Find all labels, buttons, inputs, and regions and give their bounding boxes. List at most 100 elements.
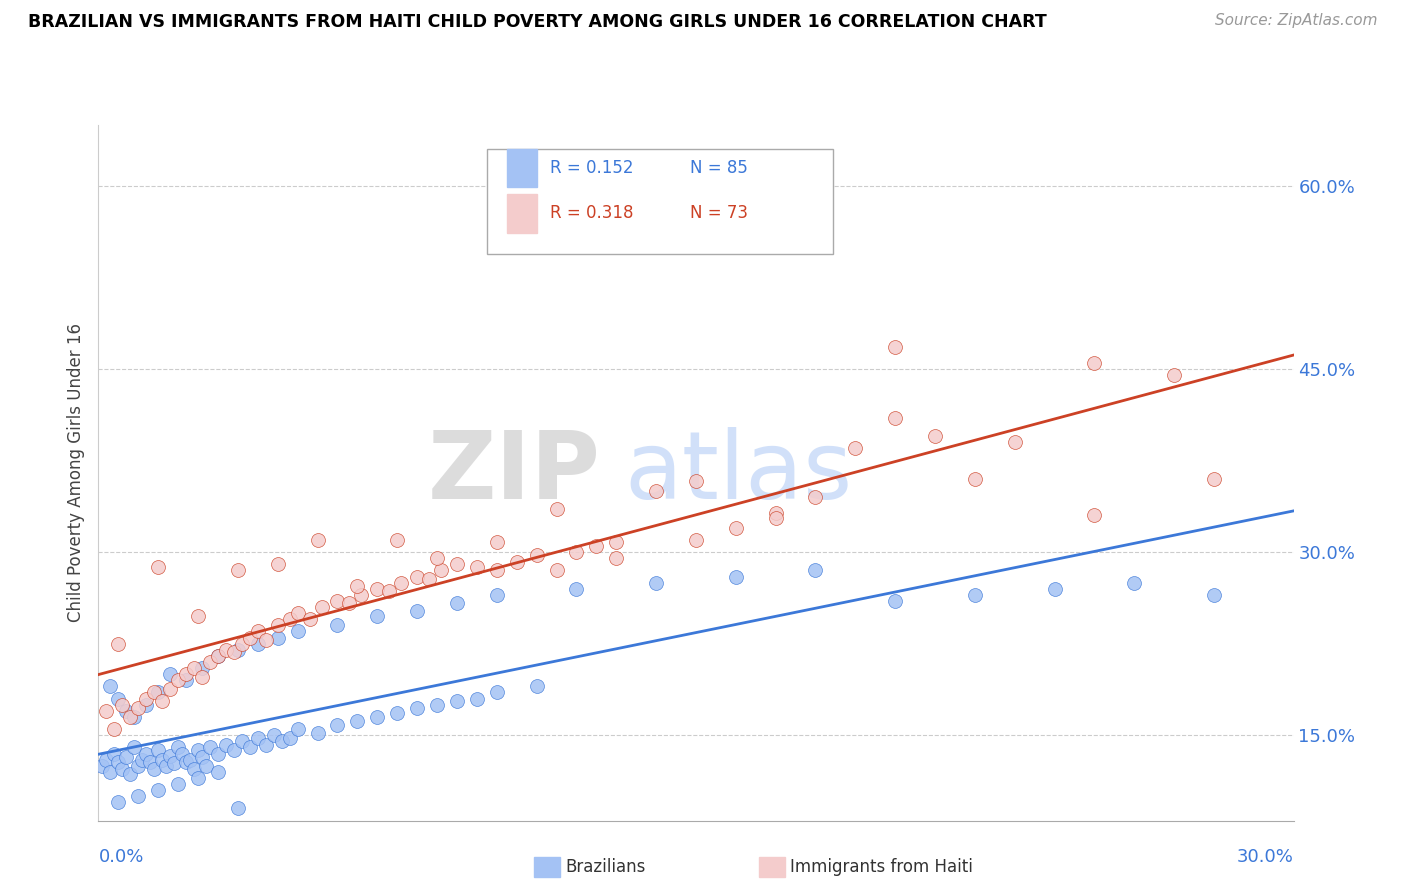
Point (143, 685, 166, 699)
Text: atlas: atlas (624, 426, 852, 519)
Point (406, 569, 429, 583)
Point (366, 710, 388, 724)
Point (963, 588, 986, 602)
Text: N = 85: N = 85 (690, 159, 748, 177)
Point (148, 559, 170, 574)
Point (465, 691, 488, 706)
Point (465, 559, 488, 574)
Point (298, 612, 321, 626)
Point (278, 731, 301, 745)
Point (254, 632, 277, 647)
Point (406, 604, 429, 618)
Y-axis label: Child Poverty Among Girls Under 16: Child Poverty Among Girls Under 16 (66, 323, 84, 623)
Point (765, 511, 787, 525)
Point (194, 758, 218, 772)
Point (246, 624, 269, 639)
Point (207, 648, 229, 663)
Point (183, 763, 205, 777)
Text: 30.0%: 30.0% (1237, 848, 1294, 866)
Point (645, 575, 668, 590)
Point (107, 691, 129, 706)
Point (183, 661, 205, 675)
Point (222, 645, 245, 659)
Point (115, 704, 138, 718)
Point (366, 608, 388, 623)
Point (267, 631, 290, 645)
Point (526, 679, 548, 693)
Point (446, 558, 468, 572)
Point (159, 667, 181, 681)
Point (127, 701, 149, 715)
Point (485, 588, 508, 602)
Point (131, 753, 153, 767)
Text: Source: ZipAtlas.com: Source: ZipAtlas.com (1215, 13, 1378, 29)
Point (239, 631, 262, 645)
Point (239, 740, 262, 755)
Point (174, 673, 197, 688)
Point (135, 698, 157, 712)
Point (326, 594, 349, 608)
Point (187, 608, 209, 623)
Point (385, 706, 409, 721)
Point (163, 756, 186, 771)
Point (148, 685, 170, 699)
Point (526, 548, 548, 562)
Point (1083, 508, 1105, 523)
Point (174, 667, 197, 681)
Point (167, 673, 190, 688)
Point (350, 588, 373, 602)
Point (150, 694, 173, 708)
Point (111, 763, 134, 777)
Point (884, 594, 907, 608)
Point (207, 747, 229, 761)
Point (685, 475, 707, 489)
Point (278, 612, 301, 626)
Point (150, 753, 173, 767)
Point (179, 753, 201, 767)
Point (103, 747, 125, 761)
Point (485, 563, 508, 577)
Point (103, 722, 125, 736)
Point (120, 710, 142, 724)
Point (765, 506, 787, 520)
Point (884, 340, 907, 354)
Point (804, 490, 827, 504)
Point (148, 743, 170, 757)
Point (111, 698, 134, 712)
Text: Immigrants from Haiti: Immigrants from Haiti (790, 858, 973, 876)
Point (426, 698, 449, 712)
Point (307, 533, 329, 547)
Point (98, 764, 122, 779)
Point (159, 681, 181, 696)
Point (98, 679, 122, 693)
Text: N = 73: N = 73 (690, 204, 748, 222)
Point (96, 753, 118, 767)
Point (124, 710, 146, 724)
Point (485, 535, 508, 549)
Point (143, 763, 166, 777)
Point (339, 596, 360, 610)
Point (207, 764, 229, 779)
Point (174, 755, 197, 769)
Point (270, 734, 292, 748)
Point (159, 748, 181, 763)
Point (127, 758, 149, 772)
Point (107, 637, 129, 651)
Point (226, 642, 249, 657)
Text: ZIP: ZIP (427, 426, 600, 519)
Point (191, 661, 214, 675)
Point (215, 642, 238, 657)
Point (207, 648, 229, 663)
Point (263, 728, 285, 742)
Point (924, 429, 946, 443)
Point (378, 584, 401, 599)
Point (426, 551, 449, 566)
Point (231, 637, 253, 651)
Point (346, 714, 368, 728)
Point (139, 755, 162, 769)
Point (389, 575, 412, 590)
Point (115, 750, 138, 764)
Point (107, 795, 129, 809)
Point (366, 582, 388, 596)
Point (127, 789, 149, 804)
